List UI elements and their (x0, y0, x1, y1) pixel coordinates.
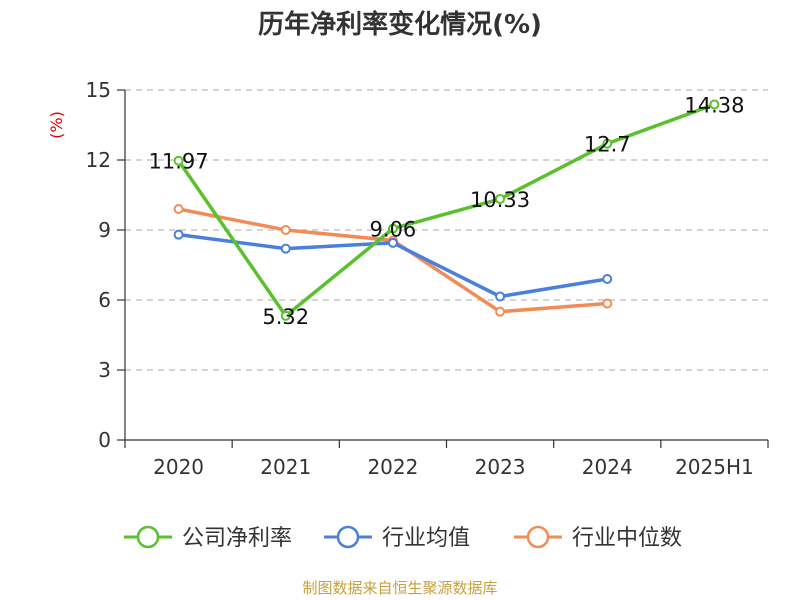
data-point (387, 223, 398, 234)
series-line (176, 102, 717, 318)
data-point (495, 306, 506, 317)
x-tick-label: 2024 (582, 455, 633, 479)
y-tick-label: 6 (98, 288, 111, 312)
data-label: 12.7 (584, 133, 631, 157)
y-tick-label: 9 (98, 218, 111, 242)
legend-item: 行业均值 (324, 525, 470, 551)
legend-label: 行业中位数 (572, 526, 682, 551)
x-tick-label: 2021 (260, 455, 311, 479)
y-axis-label: (%) (47, 111, 66, 139)
data-label: 10.33 (470, 188, 530, 212)
data-label: 5.32 (262, 305, 309, 329)
y-tick-labels: 0 3 6 9 12 15 (86, 78, 111, 452)
data-point (280, 310, 291, 321)
data-point (387, 237, 398, 248)
series-lines (173, 99, 720, 321)
legend: 公司净利率 行业均值 行业中位数 (124, 525, 682, 551)
grid-lines (125, 89, 768, 371)
data-point (602, 138, 613, 149)
y-tick-label: 12 (86, 148, 111, 172)
data-point (280, 243, 291, 254)
y-tick-label: 3 (98, 358, 111, 382)
legend-label: 行业均值 (382, 526, 470, 551)
data-point (280, 225, 291, 235)
data-label: 11.97 (149, 150, 209, 174)
data-point (173, 204, 184, 214)
axes (117, 89, 769, 448)
y-tick-label: 0 (98, 428, 111, 452)
x-tick-label: 2020 (153, 455, 204, 479)
x-tick-labels: 2020 2021 2022 2023 2024 2025H1 (153, 455, 754, 479)
data-point (495, 193, 506, 204)
x-tick-label: 2025H1 (675, 455, 754, 479)
legend-marker (136, 525, 160, 549)
legend-item: 公司净利率 (124, 525, 292, 551)
legend-item: 行业中位数 (514, 525, 682, 551)
data-point (173, 229, 184, 240)
legend-label: 公司净利率 (182, 526, 292, 551)
x-tick-label: 2022 (367, 455, 418, 479)
data-point (602, 298, 613, 309)
data-point (709, 99, 720, 110)
legend-marker (526, 525, 550, 549)
source-note: 制图数据来自恒生聚源数据库 (302, 579, 497, 597)
data-label: 9.06 (370, 218, 417, 242)
y-tick-label: 15 (86, 78, 111, 102)
x-tick-label: 2023 (475, 455, 526, 479)
data-labels: 11.97 5.32 9.06 10.33 12.7 14.38 (149, 93, 745, 328)
chart-title: 历年净利率变化情况(%) (258, 9, 542, 40)
legend-marker (336, 525, 360, 549)
data-point (495, 291, 506, 302)
data-point (173, 155, 184, 166)
data-point (602, 274, 613, 284)
data-label: 14.38 (684, 93, 744, 117)
